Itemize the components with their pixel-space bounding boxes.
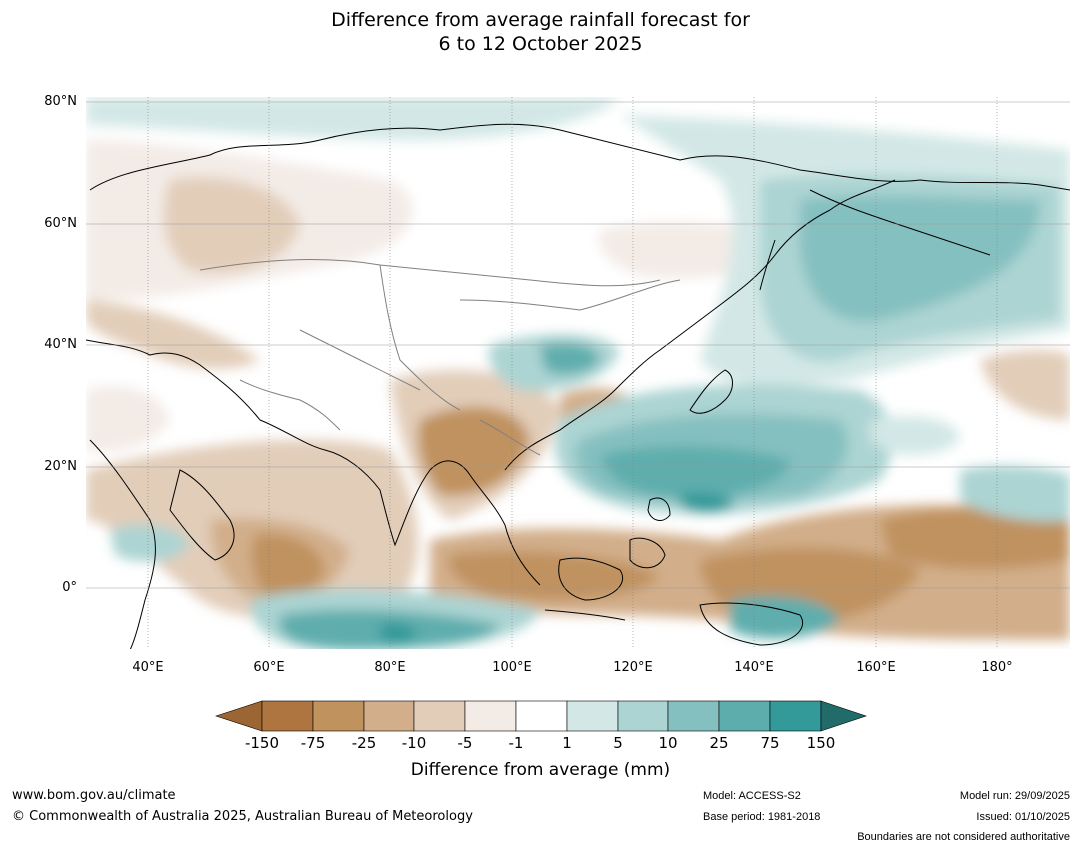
colorbar-title: Difference from average (mm): [410, 760, 671, 780]
colorbar-tick: 25: [709, 734, 729, 752]
colorbar-tick: -10: [401, 734, 427, 752]
issued-text: Issued: 01/10/2025: [976, 811, 1070, 823]
lon-label: 120°E: [613, 660, 653, 675]
colorbar-tick: 150: [806, 734, 836, 752]
base-period-text: Base period: 1981-2018: [703, 811, 821, 823]
colorbar-tick: 75: [760, 734, 780, 752]
model-run-text: Model run: 29/09/2025: [959, 790, 1070, 802]
lon-label: 100°E: [492, 660, 532, 675]
lat-label: 80°N: [44, 94, 77, 109]
graticule: [147, 97, 998, 649]
colorbar-tick: 5: [613, 734, 623, 752]
map-title: Difference from average rainfall forecas…: [0, 8, 1081, 56]
colorbar-tick: -150: [244, 734, 280, 752]
colorbar-tick: 1: [562, 734, 572, 752]
rainfall-anomaly-field: [86, 97, 1070, 649]
lat-label: 60°N: [44, 216, 77, 231]
lat-label: 0°: [62, 580, 77, 595]
lon-label: 80°E: [374, 660, 406, 675]
colorbar: [215, 700, 867, 732]
disclaimer-text: Boundaries are not considered authoritat…: [857, 831, 1070, 843]
title-line-1: Difference from average rainfall forecas…: [331, 9, 750, 31]
colorbar-tick: -25: [351, 734, 377, 752]
lon-label: 40°E: [132, 660, 164, 675]
lat-label: 40°N: [44, 337, 77, 352]
lon-label: 60°E: [253, 660, 285, 675]
lat-label: 20°N: [44, 459, 77, 474]
lon-label: 180°: [981, 660, 1013, 675]
country-borders: [199, 259, 681, 456]
colorbar-tick: -1: [508, 734, 524, 752]
lon-label: 160°E: [856, 660, 896, 675]
website-link[interactable]: www.bom.gov.au/climate: [12, 788, 176, 803]
model-text: Model: ACCESS-S2: [703, 790, 801, 802]
colorbar-tick: 10: [658, 734, 678, 752]
colorbar-tick: -5: [457, 734, 473, 752]
colorbar-tick: -75: [300, 734, 326, 752]
coastlines: [86, 123, 1070, 649]
title-line-2: 6 to 12 October 2025: [438, 33, 643, 55]
copyright-text: © Commonwealth of Australia 2025, Austra…: [12, 809, 473, 824]
lon-label: 140°E: [734, 660, 774, 675]
